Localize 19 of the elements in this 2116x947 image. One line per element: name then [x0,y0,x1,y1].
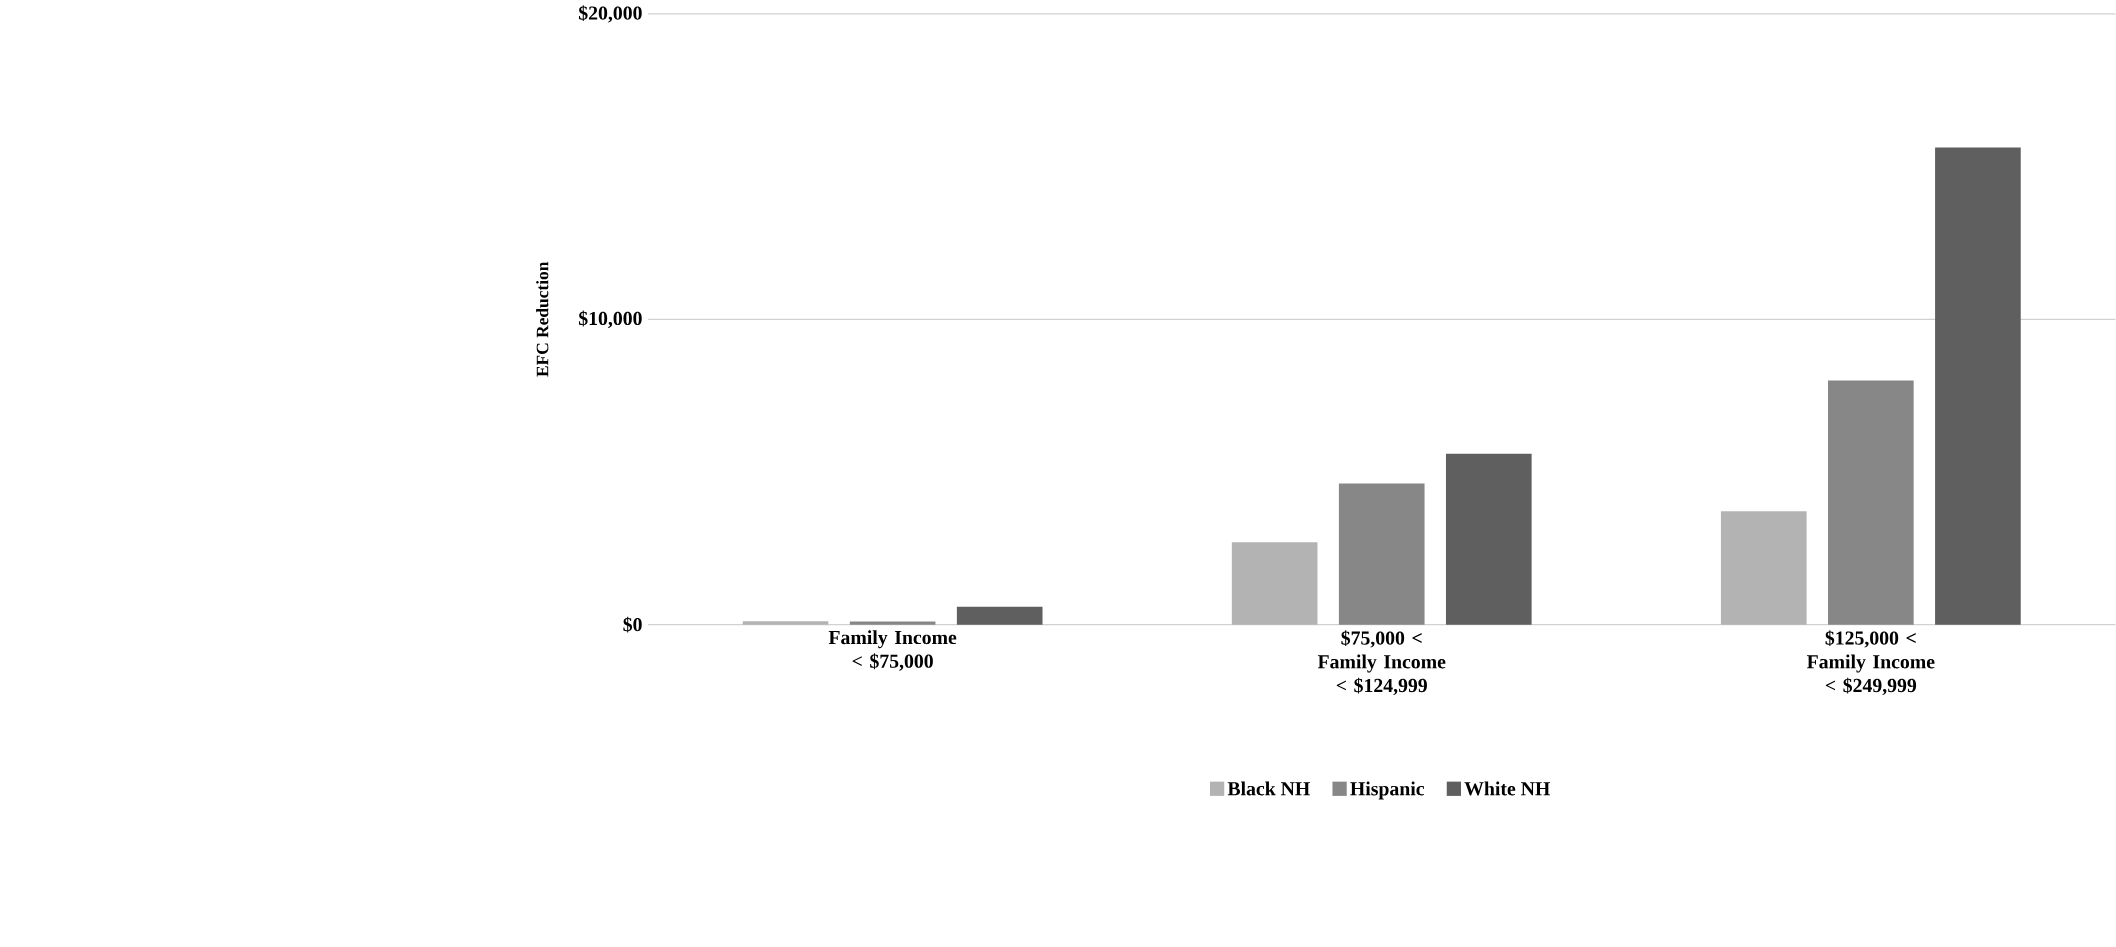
x-tick-label: $75,000 < Family Income < $124,999 [1317,630,1446,696]
bar [1828,380,1914,625]
y-tick-label: $20,000 [578,5,642,23]
legend-label: White NH [1464,781,1550,796]
bar [1231,542,1318,625]
y-tick-label: $0 [623,616,642,633]
bar [742,621,829,625]
bar [1720,511,1807,625]
bar [1338,483,1425,625]
y-axis-title: EFC Reduction [536,261,549,377]
y-tick-label: $10,000 [578,310,642,329]
legend-label: Hispanic [1350,781,1425,800]
x-tick-label: Family Income < $75,000 [828,630,957,671]
bar [956,606,1043,625]
bar [1445,453,1532,625]
legend-label: Black NH [1227,781,1310,796]
x-tick-label: $125,000 < Family Income < $249,999 [1806,630,1935,696]
bar [1935,147,2021,625]
bar [849,621,936,625]
